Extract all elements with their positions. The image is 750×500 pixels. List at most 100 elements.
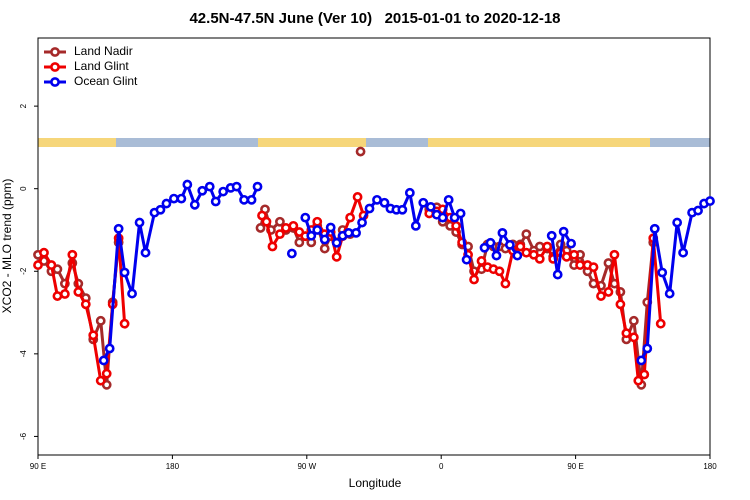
data-point <box>596 291 606 301</box>
data-point <box>300 212 311 223</box>
data-point <box>127 288 137 299</box>
y-tick-label: -6 <box>19 432 28 440</box>
data-point <box>155 204 166 215</box>
legend-marker <box>50 77 60 87</box>
data-point <box>504 239 515 250</box>
data-point <box>552 269 563 280</box>
data-point <box>218 186 229 197</box>
data-point <box>603 287 614 297</box>
x-tick-label: 0 <box>439 462 444 471</box>
data-point <box>204 181 215 192</box>
data-point <box>455 208 466 219</box>
legend-label: Ocean Glint <box>74 74 138 88</box>
data-point <box>197 185 208 196</box>
data-point <box>588 262 599 273</box>
data-point <box>425 201 436 212</box>
data-point <box>331 237 342 248</box>
data-point <box>39 247 49 258</box>
data-point <box>357 217 367 228</box>
data-point <box>372 194 382 205</box>
x-tick-label: 90 W <box>297 462 316 471</box>
data-point <box>95 315 106 326</box>
data-point <box>534 241 545 252</box>
data-point <box>257 210 267 221</box>
data-point <box>210 196 221 207</box>
data-point <box>628 332 639 343</box>
data-point <box>569 249 580 260</box>
data-point <box>306 230 317 241</box>
data-point <box>275 229 285 240</box>
data-point <box>410 220 421 231</box>
data-point <box>80 299 91 310</box>
data-point <box>261 216 272 227</box>
data-point <box>678 247 689 258</box>
data-point <box>319 234 330 245</box>
chart-title: 42.5N-47.5N June (Ver 10) 2015-01-01 to … <box>189 10 560 27</box>
data-point <box>672 217 683 228</box>
data-point <box>461 254 472 265</box>
data-point <box>364 203 375 214</box>
legend-marker <box>50 62 60 72</box>
data-point <box>134 217 145 228</box>
data-point <box>119 267 130 278</box>
data-point <box>239 194 249 205</box>
data-point <box>628 315 639 326</box>
data-point <box>176 193 187 204</box>
data-point <box>479 242 490 253</box>
data-point <box>255 223 266 233</box>
data-point <box>542 241 553 252</box>
legend-marker <box>50 47 60 57</box>
data-point <box>649 223 660 234</box>
data-point <box>655 318 666 329</box>
data-point <box>286 248 297 259</box>
data-point <box>693 205 703 216</box>
data-point <box>575 260 585 270</box>
y-tick-label: -2 <box>19 267 28 275</box>
data-point <box>404 187 415 198</box>
data-point <box>113 223 124 234</box>
series-line <box>550 230 573 277</box>
data-point <box>566 238 577 249</box>
data-point <box>705 196 715 206</box>
x-tick-label: 90 E <box>567 462 583 471</box>
data-point <box>633 375 644 386</box>
data-point <box>88 330 99 341</box>
data-point <box>639 369 650 380</box>
data-point <box>312 216 323 227</box>
data-point <box>246 194 257 205</box>
data-point <box>379 197 390 208</box>
data-point <box>345 212 356 223</box>
data-point <box>418 197 429 208</box>
data-point <box>491 250 502 261</box>
data-point <box>497 227 508 238</box>
data-point <box>275 216 285 227</box>
data-point <box>494 266 505 277</box>
data-point <box>476 256 487 266</box>
data-point <box>621 328 632 339</box>
data-point <box>294 237 305 248</box>
data-point <box>331 251 342 262</box>
x-tick-label: 180 <box>703 462 717 471</box>
y-tick-label: 0 <box>19 186 28 191</box>
data-point <box>46 260 57 270</box>
data-point <box>288 220 299 231</box>
data-point <box>59 289 70 299</box>
data-point <box>33 260 43 270</box>
data-point <box>615 299 626 310</box>
data-point <box>603 258 614 268</box>
data-point <box>546 230 557 241</box>
data-point <box>280 223 291 233</box>
x-tick-label: 180 <box>166 462 180 471</box>
legend-label: Land Nadir <box>74 44 133 58</box>
data-point <box>189 199 200 210</box>
data-point <box>515 241 526 252</box>
data-point <box>558 226 569 237</box>
data-point <box>443 194 454 205</box>
data-point <box>485 237 496 248</box>
data-point <box>119 318 130 329</box>
data-point <box>98 355 109 366</box>
x-axis-label: Longitude <box>349 476 402 490</box>
data-point <box>642 343 653 354</box>
data-point <box>267 241 278 252</box>
data-point <box>636 355 647 366</box>
